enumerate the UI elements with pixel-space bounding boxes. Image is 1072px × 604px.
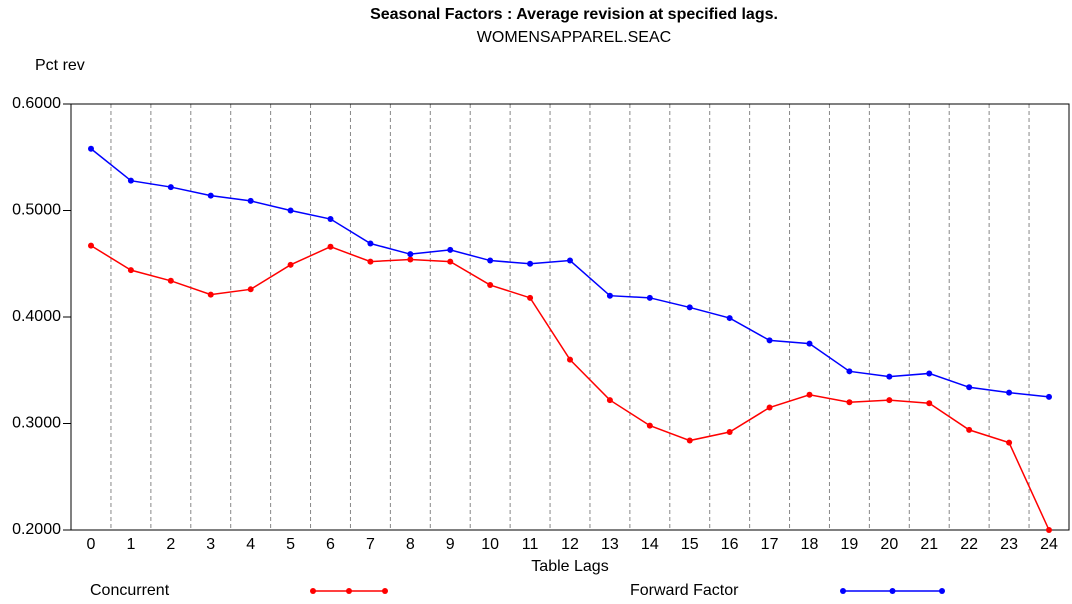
data-point <box>487 282 494 289</box>
x-tick-label: 9 <box>446 536 455 553</box>
data-point <box>606 397 613 404</box>
data-point <box>327 243 334 250</box>
data-point <box>1006 439 1013 446</box>
data-point <box>686 437 693 444</box>
data-point <box>367 258 374 265</box>
x-tick-label: 16 <box>721 536 739 553</box>
y-tick-label: 0.3000 <box>12 415 61 432</box>
legend-marker <box>939 588 945 594</box>
data-point <box>167 277 174 284</box>
legend-marker <box>840 588 846 594</box>
x-tick-label: 18 <box>801 536 819 553</box>
data-point <box>966 426 973 433</box>
data-point <box>527 260 534 267</box>
data-point <box>926 400 933 407</box>
x-tick-label: 12 <box>561 536 579 553</box>
data-point <box>127 177 134 184</box>
data-point <box>886 373 893 380</box>
x-tick-label: 8 <box>406 536 415 553</box>
data-point <box>806 340 813 347</box>
legend-marker <box>346 588 352 594</box>
x-tick-label: 19 <box>841 536 859 553</box>
legend-marker <box>310 588 316 594</box>
data-point <box>567 257 573 264</box>
data-point <box>207 192 214 199</box>
data-point <box>646 294 653 301</box>
data-point <box>287 207 294 214</box>
data-point <box>846 368 853 375</box>
legend-marker <box>889 588 896 594</box>
x-axis-label: Table Lags <box>531 558 608 575</box>
data-point <box>447 246 454 253</box>
data-point <box>806 391 813 398</box>
data-point <box>367 240 374 247</box>
chart-title: Seasonal Factors : Average revision at s… <box>370 6 778 23</box>
data-point <box>646 422 653 429</box>
data-point <box>88 145 94 152</box>
legend-marker <box>382 588 388 594</box>
x-tick-label: 0 <box>87 536 96 553</box>
x-tick-label: 7 <box>366 536 375 553</box>
x-tick-label: 21 <box>920 536 938 553</box>
x-tick-label: 5 <box>286 536 295 553</box>
data-point <box>886 397 893 404</box>
x-tick-label: 10 <box>481 536 499 553</box>
data-point <box>447 258 454 265</box>
x-tick-label: 2 <box>166 536 175 553</box>
data-point <box>407 256 414 263</box>
plot-frame <box>70 103 1070 531</box>
x-tick-label: 15 <box>681 536 699 553</box>
x-tick-label: 3 <box>206 536 215 553</box>
y-tick-label: 0.4000 <box>12 308 61 325</box>
x-tick-label: 11 <box>522 536 539 553</box>
x-tick-label: 4 <box>246 536 255 553</box>
data-point <box>487 257 494 264</box>
data-point <box>1046 393 1052 400</box>
data-point <box>606 292 613 299</box>
data-point <box>287 261 294 268</box>
data-point <box>1046 527 1052 533</box>
x-tick-label: 13 <box>601 536 619 553</box>
data-point <box>88 242 94 249</box>
data-point <box>926 370 933 377</box>
data-point <box>207 291 214 298</box>
data-point <box>766 337 773 344</box>
data-point <box>686 304 693 311</box>
data-point <box>167 184 174 191</box>
data-point <box>567 356 573 363</box>
data-point <box>327 216 334 223</box>
data-point <box>247 197 254 204</box>
data-point <box>527 294 534 301</box>
y-tick-label: 0.2000 <box>12 521 61 538</box>
y-tick-label: 0.5000 <box>12 202 61 219</box>
data-point <box>1006 389 1013 396</box>
x-tick-label: 1 <box>126 536 135 553</box>
x-tick-label: 14 <box>641 536 659 553</box>
x-tick-label: 17 <box>761 536 779 553</box>
legend-label: Forward Factor <box>630 582 739 599</box>
data-point <box>407 251 414 258</box>
chart-subtitle: WOMENSAPPAREL.SEAC <box>477 29 671 46</box>
data-point <box>726 429 733 436</box>
data-point <box>726 315 733 322</box>
x-tick-label: 6 <box>326 536 335 553</box>
data-point <box>766 404 773 411</box>
x-tick-label: 20 <box>880 536 898 553</box>
legend-label: Concurrent <box>90 582 170 599</box>
data-point <box>247 286 254 293</box>
x-tick-label: 24 <box>1040 536 1058 553</box>
x-tick-label: 23 <box>1000 536 1018 553</box>
x-tick-label: 22 <box>960 536 978 553</box>
y-tick-label: 0.6000 <box>12 95 61 112</box>
data-point <box>846 399 853 406</box>
data-point <box>966 384 973 391</box>
data-point <box>127 267 134 274</box>
series-line <box>90 245 1050 531</box>
y-axis-label: Pct rev <box>35 57 85 74</box>
